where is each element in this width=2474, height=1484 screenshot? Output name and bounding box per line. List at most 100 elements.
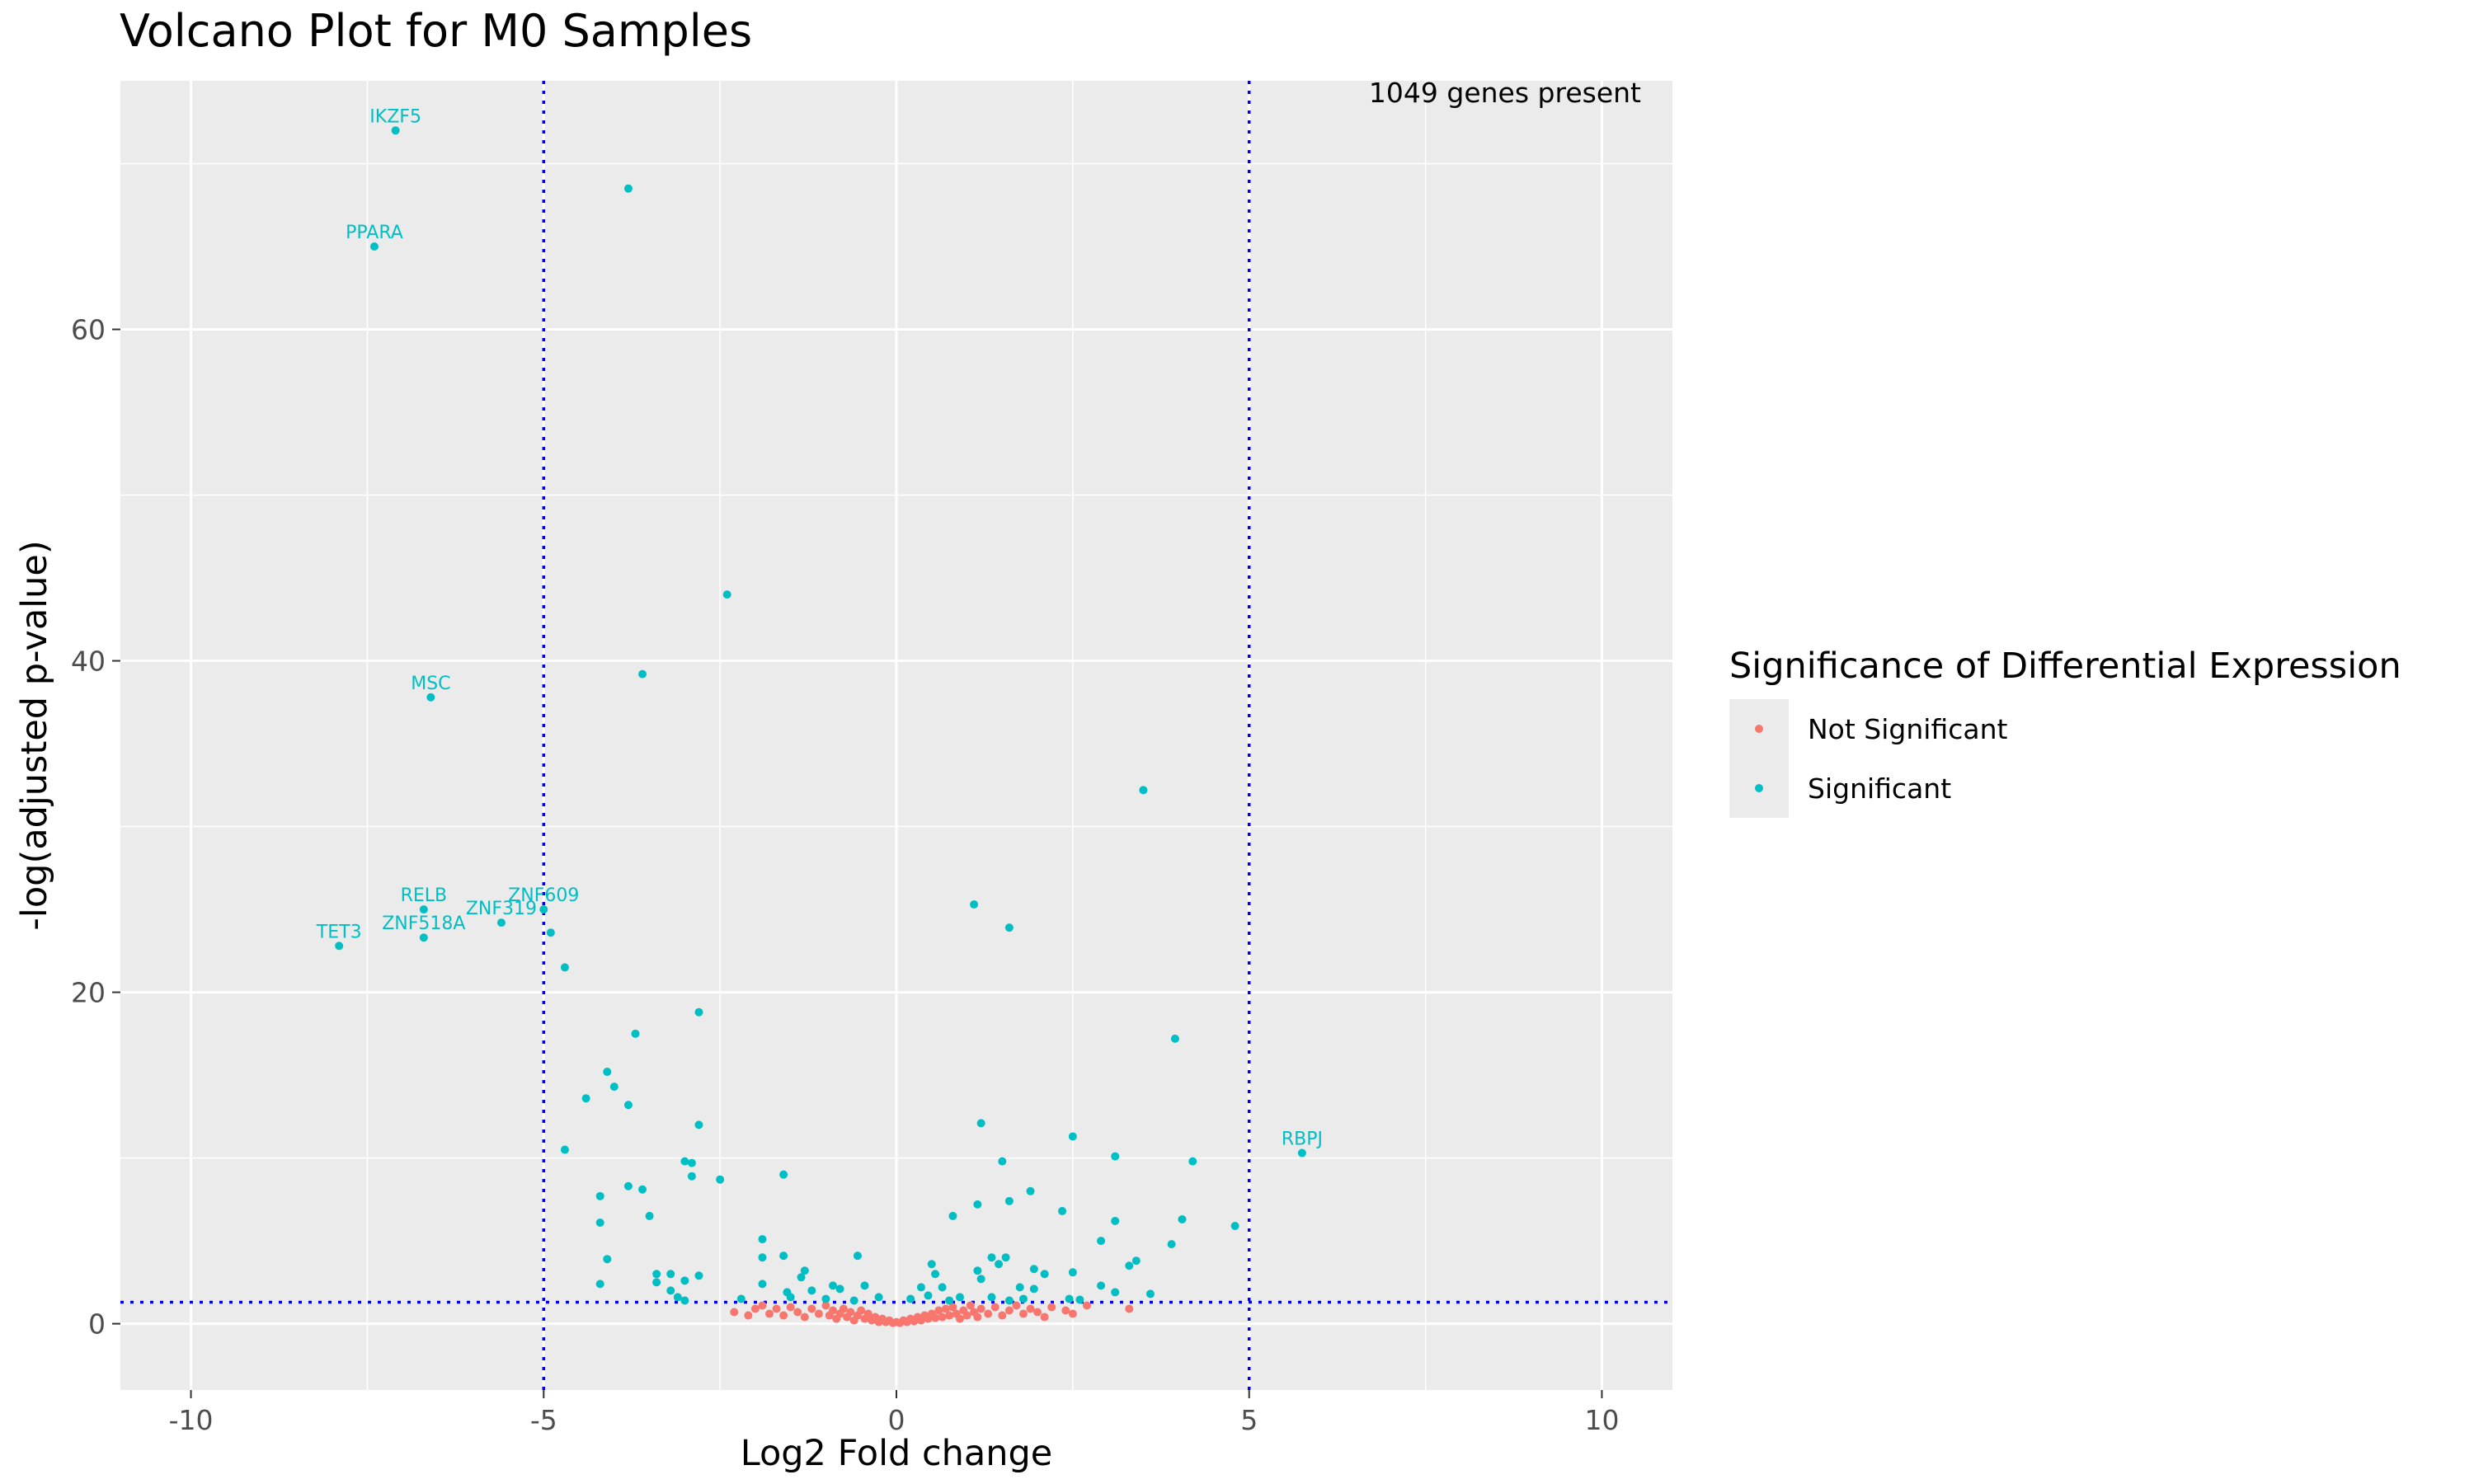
gene-label: RELB	[401, 885, 448, 906]
data-point	[1188, 1157, 1197, 1166]
x-tick-label: -10	[169, 1404, 214, 1436]
legend-marker	[1755, 725, 1763, 733]
data-point	[829, 1281, 838, 1290]
data-point	[807, 1304, 816, 1313]
data-point	[1012, 1301, 1021, 1310]
data-point	[539, 905, 548, 914]
data-point	[595, 1280, 604, 1289]
data-point	[1018, 1294, 1028, 1303]
data-point	[666, 1286, 675, 1295]
data-point	[666, 1270, 675, 1279]
data-point	[829, 1306, 838, 1315]
data-point	[1047, 1303, 1056, 1312]
data-point	[927, 1260, 936, 1269]
data-point	[779, 1252, 788, 1261]
data-point	[976, 1304, 985, 1313]
data-point	[1040, 1313, 1049, 1322]
data-point	[1178, 1214, 1187, 1223]
data-point	[772, 1304, 781, 1313]
legend-marker	[1755, 784, 1763, 792]
data-point	[560, 963, 569, 972]
legend-label: Not Significant	[1808, 713, 2008, 745]
data-point	[1170, 1034, 1179, 1043]
data-point	[860, 1281, 869, 1290]
data-point	[694, 1120, 703, 1129]
data-point	[595, 1218, 604, 1227]
data-point	[786, 1303, 795, 1312]
data-point	[945, 1296, 954, 1305]
data-point	[976, 1275, 985, 1284]
threshold-lines	[120, 81, 1672, 1390]
data-point	[807, 1286, 816, 1295]
data-point	[680, 1296, 689, 1305]
gene-label: PPARA	[346, 223, 403, 243]
data-point	[800, 1266, 809, 1275]
data-point	[1111, 1288, 1120, 1297]
x-tick-label: 5	[1240, 1404, 1258, 1436]
data-point	[948, 1211, 957, 1220]
data-point	[694, 1007, 703, 1017]
data-point	[984, 1309, 993, 1318]
data-point	[652, 1278, 661, 1287]
data-point	[948, 1303, 957, 1312]
data-point	[546, 928, 555, 937]
data-point	[645, 1211, 654, 1220]
y-tick-label: 0	[88, 1308, 106, 1341]
data-point	[973, 1266, 982, 1275]
data-point	[1065, 1294, 1074, 1303]
data-point	[995, 1260, 1004, 1269]
data-point	[623, 184, 633, 193]
legend-title: Significance of Differential Expression	[1729, 646, 2401, 687]
data-point	[758, 1280, 767, 1289]
data-point	[786, 1293, 795, 1302]
data-point	[990, 1303, 999, 1312]
data-point	[1145, 1289, 1155, 1298]
y-tick-label: 40	[71, 646, 106, 678]
data-point	[673, 1293, 682, 1302]
data-point	[938, 1313, 947, 1322]
data-point	[863, 1309, 872, 1318]
data-point	[931, 1313, 940, 1322]
data-point	[419, 933, 428, 942]
data-point	[560, 1145, 569, 1154]
data-point	[874, 1293, 883, 1302]
data-point	[998, 1311, 1007, 1320]
legend: Significance of Differential Expression …	[1729, 646, 2401, 818]
data-point	[906, 1294, 915, 1303]
data-points	[335, 126, 1306, 1327]
data-point	[1033, 1308, 1042, 1317]
data-point	[1061, 1306, 1070, 1315]
data-point	[797, 1273, 806, 1282]
data-point	[1018, 1309, 1028, 1318]
y-tick-label: 60	[71, 314, 106, 346]
y-tick-label: 20	[71, 977, 106, 1009]
data-point	[955, 1314, 964, 1323]
data-point	[426, 693, 435, 702]
data-point	[730, 1308, 739, 1317]
data-point	[652, 1270, 661, 1279]
data-point	[603, 1255, 612, 1264]
data-point	[938, 1283, 947, 1292]
data-point	[814, 1309, 823, 1318]
data-point	[924, 1291, 933, 1300]
legend-items: Not Significant Significant	[1729, 699, 2008, 818]
data-point	[687, 1172, 696, 1181]
data-point	[1068, 1309, 1077, 1318]
data-point	[846, 1308, 855, 1317]
data-point	[1001, 1253, 1010, 1262]
gene-label: ZNF518A	[382, 913, 465, 934]
data-point	[1111, 1152, 1120, 1161]
data-point	[934, 1306, 943, 1315]
data-point	[1167, 1240, 1176, 1249]
legend-label: Significant	[1808, 773, 1951, 805]
data-point	[821, 1301, 830, 1310]
data-point	[970, 900, 979, 909]
data-point	[758, 1235, 767, 1244]
data-point	[1029, 1265, 1038, 1274]
genes-present-annotation: 1049 genes present	[1369, 77, 1641, 109]
data-point	[1026, 1304, 1035, 1313]
data-point	[941, 1304, 950, 1313]
chart-title: Volcano Plot for M0 Samples	[120, 5, 752, 57]
gene-label: TET3	[316, 922, 362, 942]
